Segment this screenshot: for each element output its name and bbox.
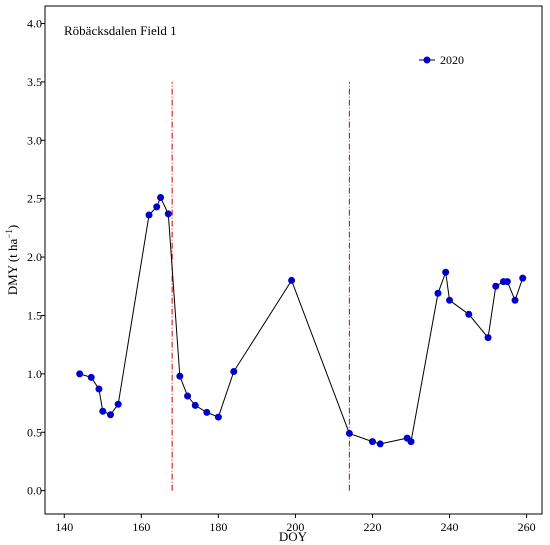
y-tick-label-5: 2.5	[27, 192, 42, 206]
data-point-0-18	[368, 438, 376, 446]
data-point-0-7	[153, 203, 161, 211]
data-point-0-14	[214, 413, 222, 421]
data-point-0-22	[434, 289, 442, 297]
y-tick-label-3: 1.5	[27, 308, 42, 322]
data-point-0-12	[191, 401, 199, 409]
legend: 2020	[419, 53, 464, 67]
legend-label: 2020	[440, 53, 464, 67]
plot-frame	[44, 5, 543, 515]
data-point-0-15	[230, 368, 238, 376]
y-tick-label-1: 0.5	[27, 425, 42, 439]
y-axis-title-close: )	[5, 225, 20, 229]
data-point-0-16	[288, 276, 296, 284]
x-tick-label-3: 200	[286, 520, 304, 534]
x-tick-label-1: 160	[132, 520, 150, 534]
data-point-0-2	[95, 385, 103, 393]
data-point-0-17	[345, 429, 353, 437]
data-point-0-13	[203, 408, 211, 416]
data-point-0-5	[114, 400, 122, 408]
data-point-0-8	[157, 194, 165, 202]
series-line-0	[79, 196, 524, 445]
data-point-0-27	[492, 282, 500, 290]
data-point-0-10	[176, 372, 184, 380]
x-axis-title: DOY	[279, 529, 308, 544]
data-point-0-19	[376, 440, 384, 448]
data-point-0-31	[519, 274, 527, 282]
y-tick-label-6: 3.0	[27, 133, 42, 147]
data-point-0-1	[87, 373, 95, 381]
legend-marker	[423, 56, 431, 64]
data-point-0-21	[407, 438, 415, 446]
data-point-0-26	[484, 334, 492, 342]
data-point-0-23	[442, 268, 450, 276]
x-tick-label-6: 260	[518, 520, 536, 534]
y-tick-label-8: 4.0	[27, 17, 42, 31]
data-point-0-29	[503, 278, 511, 286]
plot-background	[45, 6, 542, 514]
data-point-0-11	[184, 392, 192, 400]
chart-annotation: Röbäcksdalen Field 1	[64, 23, 177, 38]
x-tick-label-4: 220	[363, 520, 381, 534]
data-point-0-6	[145, 211, 153, 219]
data-point-0-24	[446, 296, 454, 304]
x-tick-label-0: 140	[55, 520, 73, 534]
data-point-0-25	[465, 310, 473, 318]
x-tick-label-2: 180	[209, 520, 227, 534]
data-point-0-30	[511, 296, 519, 304]
y-axis-title-sup: −1	[4, 229, 14, 239]
y-tick-label-2: 1.0	[27, 367, 42, 381]
y-tick-label-4: 2.0	[27, 250, 42, 264]
data-point-0-3	[99, 407, 107, 415]
data-point-0-4	[106, 411, 114, 419]
y-tick-label-7: 3.5	[27, 75, 42, 89]
y-tick-label-0: 0.0	[27, 484, 42, 498]
data-point-0-0	[76, 370, 84, 378]
data-point-0-9	[164, 210, 172, 218]
y-axis-title-main: DMY (t ha	[5, 238, 20, 295]
y-axis-title: DMY (t ha−1)	[4, 225, 20, 296]
x-tick-label-5: 240	[441, 520, 459, 534]
